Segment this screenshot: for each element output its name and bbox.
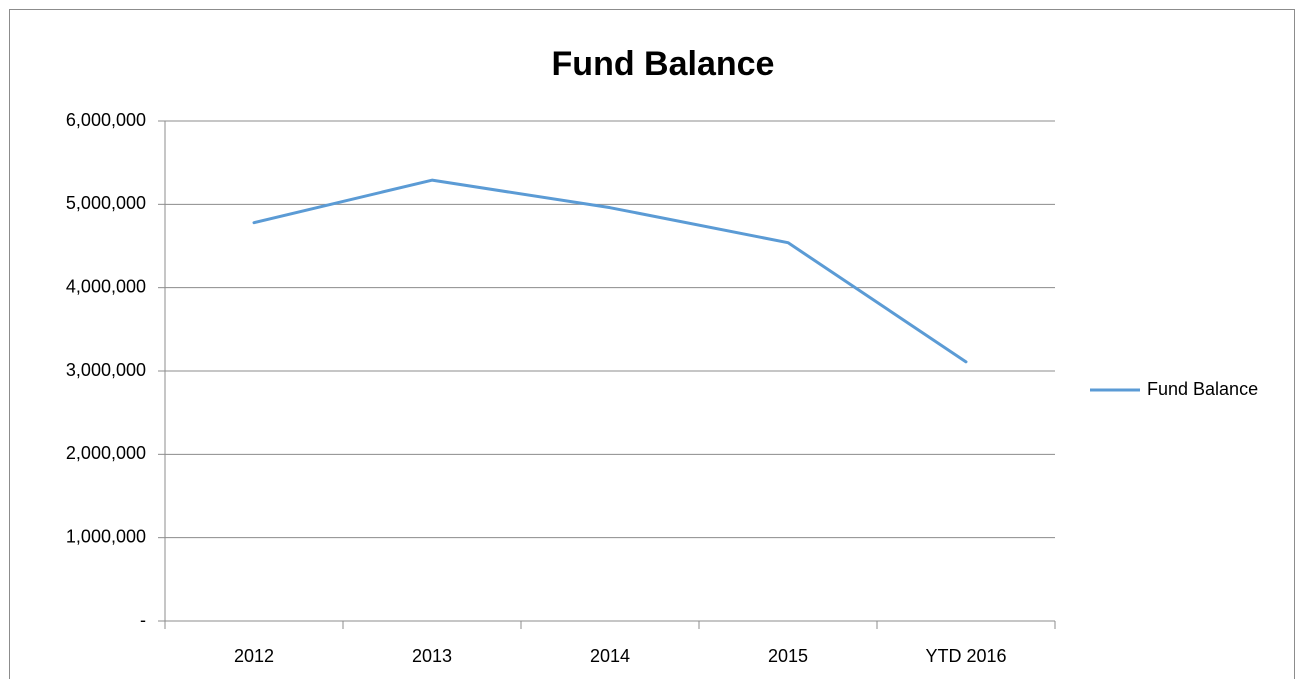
y-tick-label: 3,000,000 xyxy=(66,360,146,380)
y-tick-label: 6,000,000 xyxy=(66,110,146,130)
series-line xyxy=(252,178,968,364)
y-tick-label: 1,000,000 xyxy=(66,526,146,546)
legend-label: Fund Balance xyxy=(1147,379,1258,399)
y-tick-label: - xyxy=(140,610,146,630)
x-tick-label: 2012 xyxy=(234,646,274,666)
y-tick-label: 4,000,000 xyxy=(66,276,146,296)
x-tick-label: 2013 xyxy=(412,646,452,666)
y-tick-label: 2,000,000 xyxy=(66,443,146,463)
chart-title: Fund Balance xyxy=(552,45,775,83)
y-tick-label: 5,000,000 xyxy=(66,193,146,213)
chart-frame xyxy=(9,9,1295,684)
x-tick-label: YTD 2016 xyxy=(925,646,1006,666)
x-tick-label: 2014 xyxy=(590,646,630,666)
x-tick-label: 2015 xyxy=(768,646,808,666)
